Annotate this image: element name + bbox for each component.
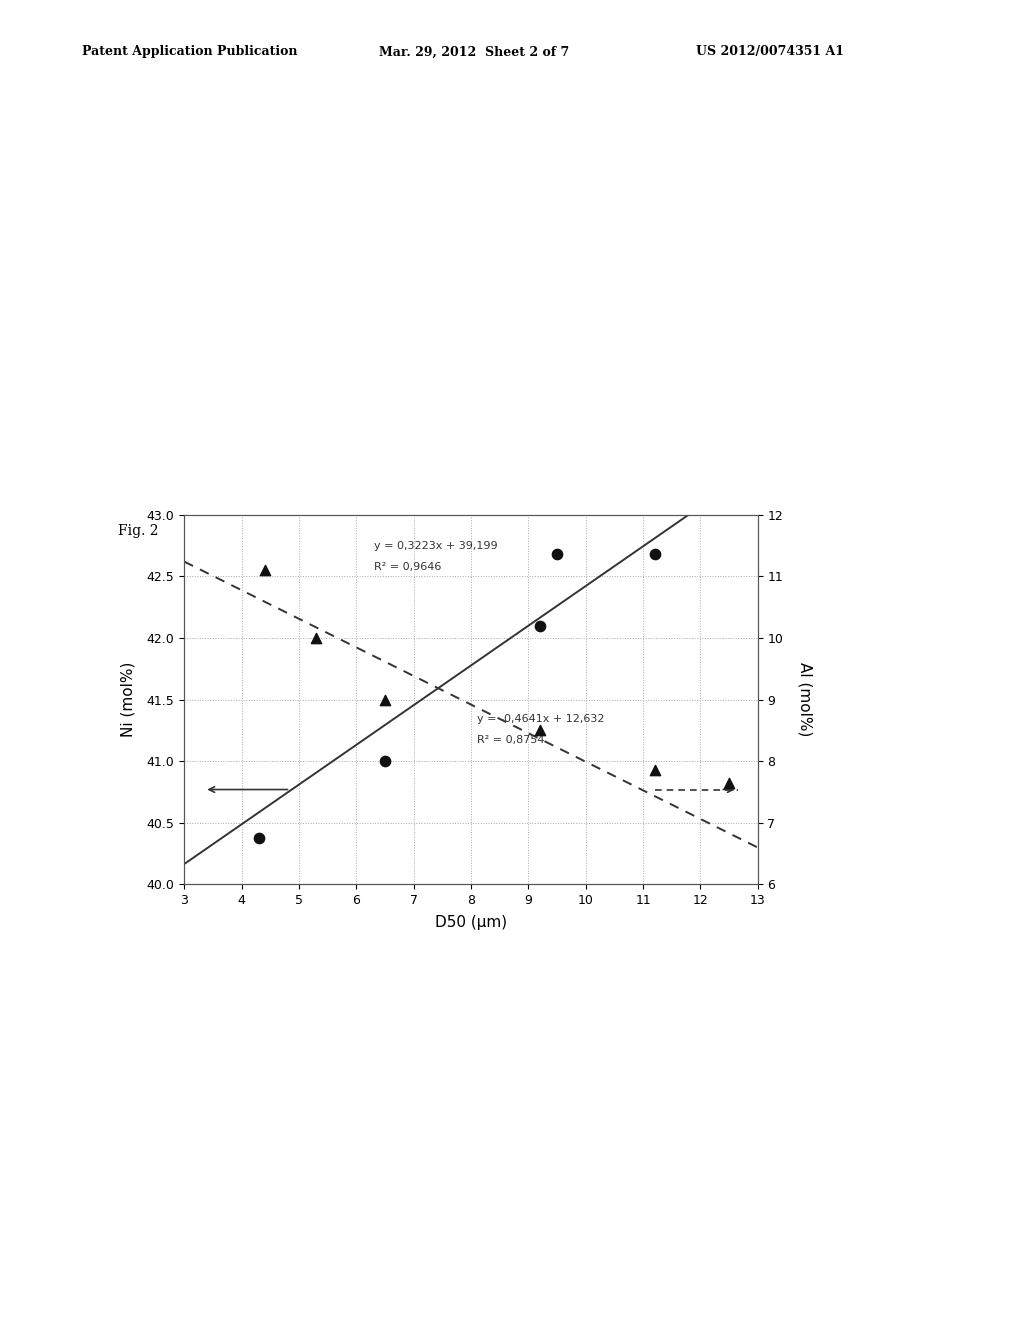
Text: Fig. 2: Fig. 2: [118, 524, 159, 537]
Text: US 2012/0074351 A1: US 2012/0074351 A1: [696, 45, 845, 58]
Text: y = -0,4641x + 12,632: y = -0,4641x + 12,632: [477, 714, 604, 723]
Point: [256, 560, 272, 581]
Point: [377, 751, 393, 772]
Point: [308, 627, 325, 648]
Y-axis label: Ni (mol%): Ni (mol%): [121, 661, 135, 738]
Text: R² = 0,8754: R² = 0,8754: [477, 735, 545, 744]
Point: [531, 615, 548, 636]
Text: R² = 0,9646: R² = 0,9646: [374, 562, 441, 573]
Point: [251, 828, 267, 849]
Point: [531, 719, 548, 741]
Point: [549, 544, 565, 565]
Point: [721, 772, 737, 793]
Y-axis label: Al (mol%): Al (mol%): [798, 663, 812, 737]
Text: y = 0,3223x + 39,199: y = 0,3223x + 39,199: [374, 541, 498, 552]
Point: [646, 544, 663, 565]
Point: [646, 760, 663, 781]
X-axis label: D50 (μm): D50 (μm): [435, 916, 507, 931]
Point: [377, 689, 393, 710]
Text: Patent Application Publication: Patent Application Publication: [82, 45, 297, 58]
Text: Mar. 29, 2012  Sheet 2 of 7: Mar. 29, 2012 Sheet 2 of 7: [379, 45, 569, 58]
